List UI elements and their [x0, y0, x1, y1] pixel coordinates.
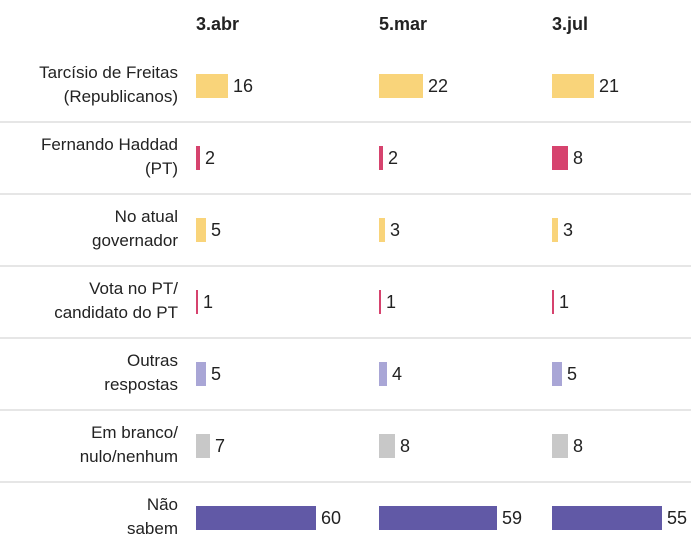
bar [379, 506, 497, 530]
value-label: 1 [386, 292, 396, 312]
row-label-line: Vota no PT/ [89, 279, 178, 298]
row-label-line: Tarcísio de Freitas [39, 63, 178, 82]
row-label-line: governador [92, 231, 178, 250]
value-label: 1 [203, 292, 213, 312]
value-label: 55 [667, 508, 687, 528]
bar [196, 146, 200, 170]
value-label: 2 [388, 148, 398, 168]
bar [196, 74, 228, 98]
row-label: Vota no PT/candidato do PT [54, 279, 178, 322]
bar [552, 290, 554, 314]
value-label: 7 [215, 436, 225, 456]
value-label: 21 [599, 76, 619, 96]
row-label-line: Não [147, 495, 178, 514]
row-label: Outras respostas [104, 351, 178, 394]
bar [196, 218, 206, 242]
bar [379, 218, 385, 242]
row-label-line: nulo/nenhum [80, 447, 178, 466]
row-label-line: (PT) [145, 159, 178, 178]
bar [379, 434, 395, 458]
value-label: 5 [567, 364, 577, 384]
column-header: 5.mar [379, 14, 427, 34]
row-label: Fernando Haddad (PT) [41, 135, 178, 178]
row-label-line: sabem [127, 519, 178, 538]
bar [552, 434, 568, 458]
value-label: 5 [211, 220, 221, 240]
value-label: 4 [392, 364, 402, 384]
value-label: 3 [563, 220, 573, 240]
bar [552, 506, 662, 530]
row-label-line: respostas [104, 375, 178, 394]
row-label-line: Outras [127, 351, 178, 370]
value-label: 59 [502, 508, 522, 528]
bar [196, 434, 210, 458]
column-header: 3.jul [552, 14, 588, 34]
row-label-line: No atual [115, 207, 178, 226]
bar [379, 290, 381, 314]
bar [196, 506, 316, 530]
value-label: 16 [233, 76, 253, 96]
value-label: 8 [573, 148, 583, 168]
row-label-line: Em branco/ [91, 423, 178, 442]
row-label-line: candidato do PT [54, 303, 178, 322]
bar [196, 290, 198, 314]
bar [552, 146, 568, 170]
row-label-line: (Republicanos) [64, 87, 178, 106]
bar [379, 362, 387, 386]
row-label-line: Fernando Haddad [41, 135, 178, 154]
row-label: No atual governador [92, 207, 178, 250]
column-header: 3.abr [196, 14, 239, 34]
bar [552, 74, 594, 98]
row-label: Não sabem [127, 495, 178, 538]
value-label: 8 [573, 436, 583, 456]
bar [552, 218, 558, 242]
value-label: 5 [211, 364, 221, 384]
bar [196, 362, 206, 386]
value-label: 8 [400, 436, 410, 456]
bar [379, 74, 423, 98]
row-label: Em branco/nulo/nenhum [80, 423, 179, 466]
value-label: 60 [321, 508, 341, 528]
row-label: Tarcísio de Freitas (Republicanos) [39, 63, 178, 106]
value-label: 3 [390, 220, 400, 240]
value-label: 1 [559, 292, 569, 312]
bar [552, 362, 562, 386]
bar [379, 146, 383, 170]
value-label: 2 [205, 148, 215, 168]
value-label: 22 [428, 76, 448, 96]
